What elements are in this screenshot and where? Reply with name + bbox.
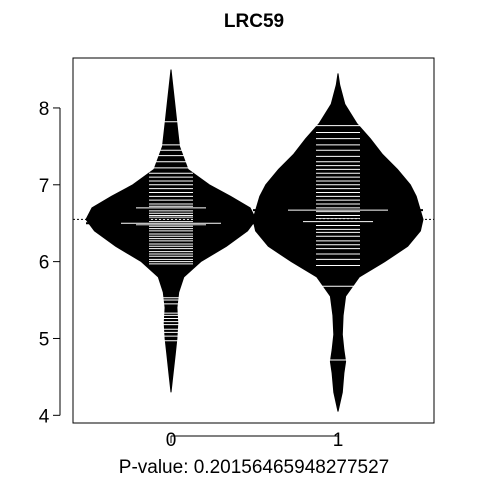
bean-group-1 bbox=[252, 73, 424, 412]
bean-density-1 bbox=[252, 73, 424, 412]
x-tick-label: 1 bbox=[333, 430, 344, 451]
y-tick-label: 7 bbox=[39, 176, 50, 197]
y-axis: 4 5 6 7 8 bbox=[39, 99, 61, 427]
y-tick-label: 6 bbox=[39, 253, 50, 274]
chart-title: LRC59 bbox=[224, 11, 284, 32]
plot-frame bbox=[72, 57, 435, 424]
beans-layer bbox=[85, 69, 424, 412]
y-tick-label: 8 bbox=[39, 99, 50, 120]
y-tick-label: 4 bbox=[39, 406, 50, 427]
y-tick-label: 5 bbox=[39, 329, 50, 350]
bean-group-0 bbox=[85, 69, 257, 393]
x-axis-label: P-value: 0.20156465948277527 bbox=[119, 457, 389, 478]
x-tick-label: 0 bbox=[166, 430, 177, 451]
